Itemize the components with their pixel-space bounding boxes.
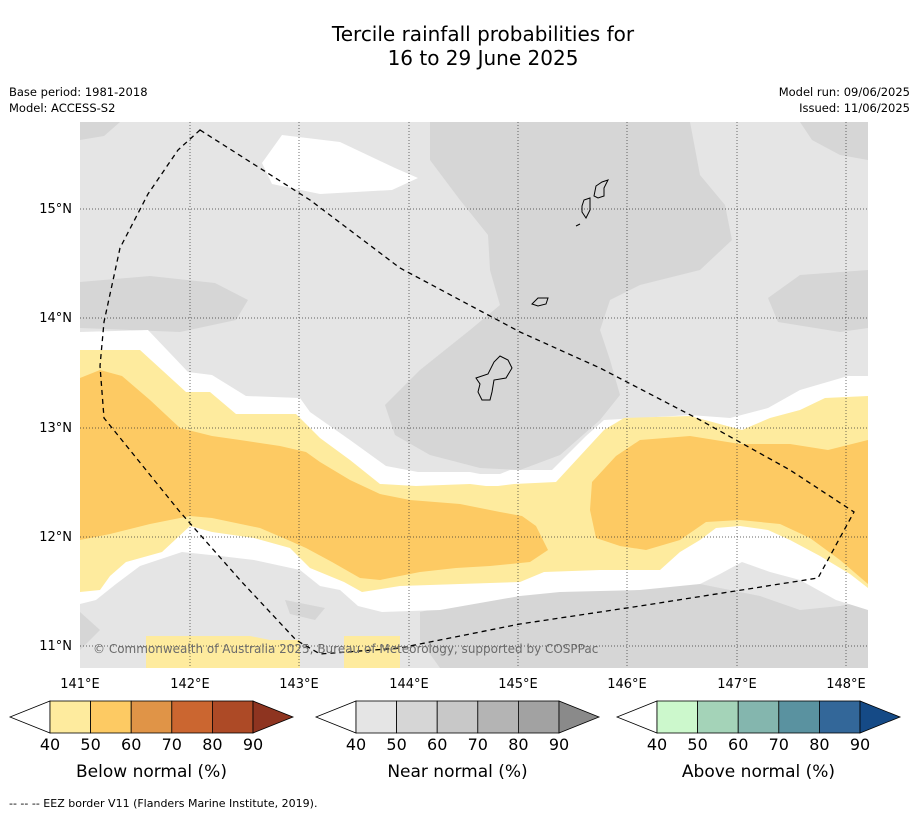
model-info: Base period: 1981-2018 Model: ACCESS-S2	[9, 84, 148, 116]
colorbar-near-normal: 40 50 60 70 80 90 Near normal (%)	[314, 700, 601, 782]
colorbar-tick-label: 50	[386, 735, 406, 754]
colorbar-segment	[211, 700, 254, 734]
colorbar-title: Above normal (%)	[682, 762, 835, 782]
colorbar-extend-low	[615, 700, 658, 734]
colorbar-extend-low	[8, 700, 51, 734]
latitude-labels: 15°N 14°N 13°N 12°N 11°N	[39, 202, 72, 654]
colorbar-segment	[697, 700, 739, 734]
colorbar-segment	[656, 700, 698, 734]
near-normal-50-60-region-ne	[800, 122, 868, 160]
eez-footnote: -- -- -- EEZ border V11 (Flanders Marine…	[9, 797, 318, 810]
lat-label: 13°N	[39, 421, 72, 436]
islands	[475, 179, 609, 401]
colorbar-segment	[778, 700, 820, 734]
run-info: Model run: 09/06/2025 Issued: 11/06/2025	[779, 84, 910, 116]
lon-label: 148°E	[826, 677, 866, 692]
colorbar-title: Below normal (%)	[76, 762, 227, 782]
near-normal-50-60-region-north	[385, 122, 732, 470]
page-title: Tercile rainfall probabilities for 16 to…	[0, 22, 919, 70]
aguijan-island	[575, 223, 581, 227]
no-dominant-region-north	[262, 135, 418, 194]
colorbar-tick-label: 60	[728, 735, 748, 754]
colorbar-tick-label: 60	[121, 735, 141, 754]
lon-label: 144°E	[389, 677, 429, 692]
near-normal-50-60-region-east	[768, 270, 868, 332]
colorbar-below-normal: 40 50 60 70 80 90 Below normal (%)	[8, 700, 295, 782]
colorbar-segment	[517, 700, 560, 734]
tinian-island	[581, 197, 591, 219]
lon-label: 143°E	[279, 677, 319, 692]
issued-date: Issued: 11/06/2025	[799, 101, 910, 115]
below-normal-40-50-region-south	[146, 636, 300, 668]
lat-label: 14°N	[39, 311, 72, 326]
colorbar-tick-label: 80	[809, 735, 829, 754]
colorbar-segment	[130, 700, 173, 734]
near-normal-50-60-region-nw	[80, 122, 120, 140]
colorbar-tick-label: 40	[346, 735, 366, 754]
title-line-1: Tercile rainfall probabilities for	[331, 22, 635, 46]
graticule	[80, 122, 868, 668]
colorbar-segment	[355, 700, 397, 734]
near-normal-50-60-region-small	[285, 600, 325, 620]
colorbar-tick-label: 70	[769, 735, 789, 754]
colorbar-tick-label: 50	[687, 735, 707, 754]
map-area: © Commonwealth of Australia 2025, Bureau…	[80, 122, 868, 668]
base-period: Base period: 1981-2018	[9, 85, 148, 99]
near-normal-50-60-region-top	[555, 122, 582, 138]
colorbar-segment	[737, 700, 780, 734]
colorbar-tick-label: 80	[508, 735, 528, 754]
colorbar-extend-high	[859, 700, 902, 734]
colorbar-segment	[171, 700, 213, 734]
near-normal-50-60-region-sw	[80, 612, 100, 650]
lon-label: 141°E	[60, 677, 100, 692]
colorbar-segment	[49, 700, 91, 734]
longitude-labels: 141°E 142°E 143°E 144°E 145°E 146°E 147°…	[60, 677, 866, 692]
colorbar-above-normal: 40 50 60 70 80 90 Above normal (%)	[615, 700, 902, 782]
colorbar-tick-label: 40	[40, 735, 60, 754]
copyright-notice: © Commonwealth of Australia 2025, Bureau…	[93, 642, 598, 656]
lat-label: 11°N	[39, 639, 72, 654]
colorbar-tick-label: 90	[549, 735, 569, 754]
lat-label: 12°N	[39, 530, 72, 545]
lon-label: 146°E	[607, 677, 647, 692]
colorbar-tick-label: 80	[202, 735, 222, 754]
colorbar-tick-label: 90	[243, 735, 263, 754]
model-name: Model: ACCESS-S2	[9, 101, 116, 115]
model-run-date: Model run: 09/06/2025	[778, 85, 910, 99]
rota-island	[531, 297, 549, 307]
colorbar-tick-label: 70	[162, 735, 182, 754]
colorbar-segment	[90, 700, 132, 734]
colorbar-tick-label: 40	[647, 735, 667, 754]
colorbar-segment	[818, 700, 861, 734]
colorbar-extend-high	[558, 700, 601, 734]
near-normal-50-60-region-south	[420, 584, 868, 668]
lat-label: 15°N	[39, 202, 72, 217]
colorbar-tick-label: 70	[468, 735, 488, 754]
below-normal-50-60-region-east	[590, 436, 868, 584]
colorbar-segment	[396, 700, 438, 734]
below-normal-50-60-region	[80, 370, 548, 580]
colorbar-tick-label: 90	[850, 735, 870, 754]
lon-label: 142°E	[170, 677, 210, 692]
colorbar-extend-high	[252, 700, 295, 734]
colorbar-tick-label: 50	[80, 735, 100, 754]
saipan-island	[593, 179, 609, 199]
below-normal-40-50-region-south2	[344, 636, 400, 668]
colorbar-segment	[436, 700, 479, 734]
lon-label: 147°E	[717, 677, 757, 692]
colorbar-extend-low	[314, 700, 357, 734]
title-line-2: 16 to 29 June 2025	[387, 46, 579, 70]
colorbar-tick-label: 60	[427, 735, 447, 754]
guam-island	[475, 355, 513, 401]
colorbar-segment	[477, 700, 519, 734]
colorbar-title: Near normal (%)	[387, 762, 527, 782]
lon-label: 145°E	[498, 677, 538, 692]
